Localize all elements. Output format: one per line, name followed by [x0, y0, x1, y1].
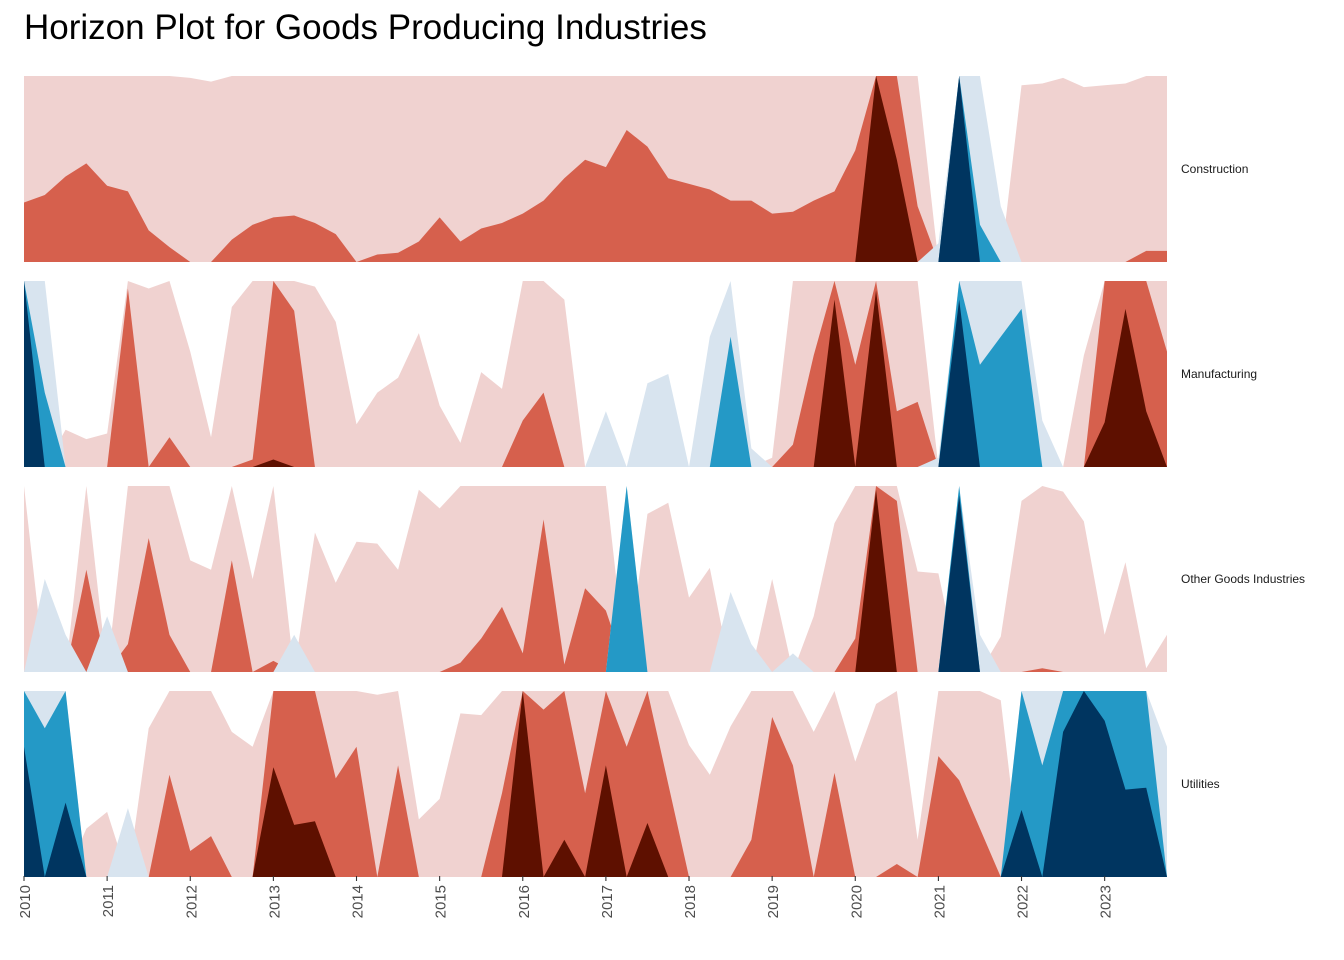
positive-band-3 [24, 76, 1167, 262]
panel-construction: Construction [24, 76, 1248, 262]
strip-label: Other Goods Industries [1181, 572, 1305, 586]
positive-band-3 [24, 290, 1167, 467]
strip-label: Utilities [1181, 777, 1220, 791]
x-tick-label: 2023 [1098, 885, 1115, 918]
x-tick-label: 2019 [765, 885, 782, 918]
positive-band-3 [24, 489, 1167, 672]
positive-band-3 [24, 691, 1167, 877]
panels: Construction Manufacturing Other Goods Ind… [24, 76, 1305, 877]
x-tick-label: 2012 [183, 885, 200, 918]
x-tick-label: 2014 [350, 885, 367, 918]
panel-other-goods-industries: Other Goods Industries [24, 486, 1305, 672]
x-tick-label: 2022 [1015, 885, 1032, 918]
x-tick-label: 2013 [266, 885, 283, 918]
panel-manufacturing: Manufacturing [24, 281, 1257, 467]
x-axis: 2010 2011 2012 2013 2014 2015 2016 2017 2018 2019… [17, 876, 1115, 918]
negative-band-3 [24, 691, 1167, 877]
strip-label: Construction [1181, 162, 1248, 176]
x-tick-label: 2010 [17, 885, 34, 918]
negative-band-1 [24, 281, 1167, 467]
x-tick-label: 2015 [433, 885, 450, 918]
x-tick-label: 2018 [682, 885, 699, 918]
x-tick-label: 2020 [848, 885, 865, 918]
strip-label: Manufacturing [1181, 367, 1257, 381]
panel-utilities: Utilities [24, 691, 1220, 877]
x-tick-label: 2021 [931, 885, 948, 918]
x-tick-label: 2016 [516, 885, 533, 918]
x-tick-label: 2017 [599, 885, 616, 918]
x-tick-label: 2011 [100, 885, 117, 917]
chart-title: Horizon Plot for Goods Producing Industr… [24, 8, 707, 47]
